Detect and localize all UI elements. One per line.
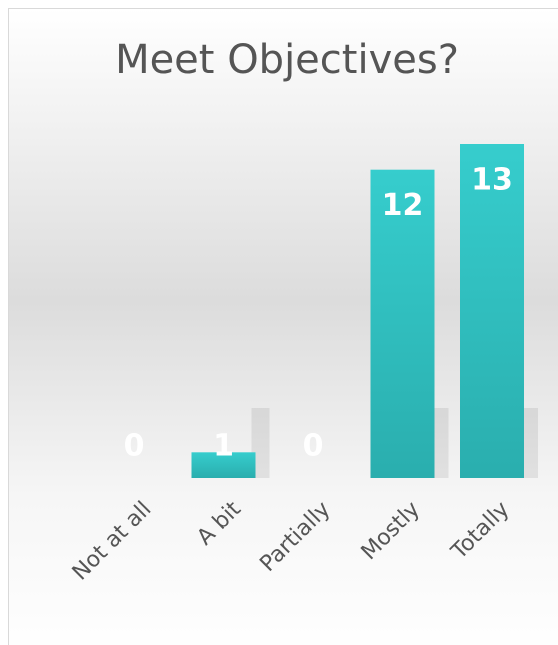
data-label: 12	[382, 188, 424, 223]
chart-title: Meet Objectives?	[115, 37, 459, 83]
bar	[191, 452, 256, 478]
bar-shadow	[251, 408, 270, 478]
bar-shadow	[520, 408, 538, 478]
bar-shadow	[430, 408, 449, 478]
data-label: 0	[303, 429, 324, 464]
data-label: 0	[124, 429, 145, 464]
data-label: 1	[213, 429, 234, 464]
bar	[460, 144, 524, 478]
bar	[370, 169, 435, 478]
data-label: 13	[471, 163, 513, 198]
